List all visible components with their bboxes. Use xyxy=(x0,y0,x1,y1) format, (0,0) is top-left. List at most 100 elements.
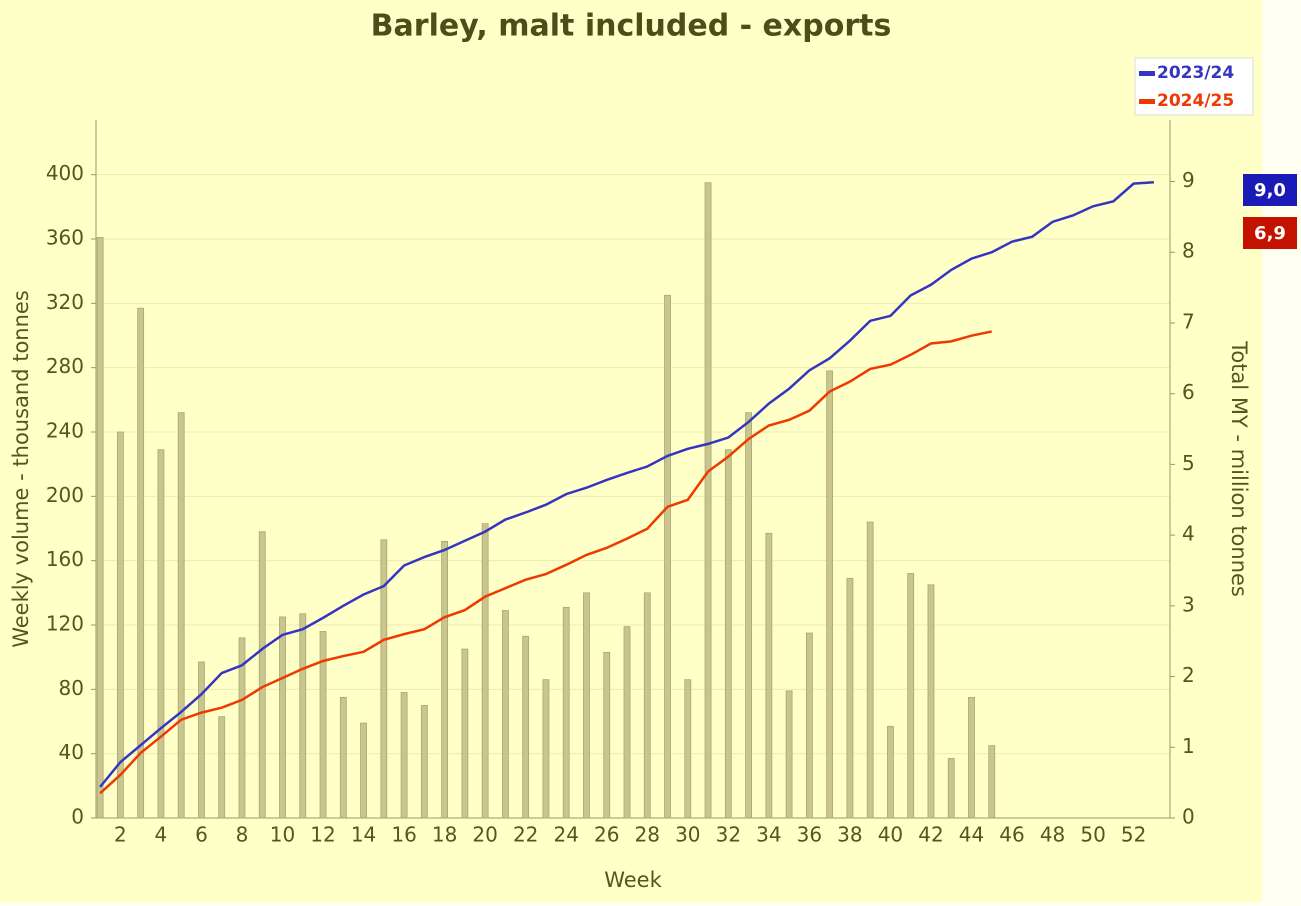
x-tick-label: 38 xyxy=(837,823,862,847)
y-tick-label: 240 xyxy=(46,419,84,443)
x-tick-label: 48 xyxy=(1040,823,1065,847)
legend-label: 2024/25 xyxy=(1157,91,1234,111)
y2-tick-label: 9 xyxy=(1182,168,1195,192)
y-tick-label: 40 xyxy=(59,740,84,764)
bar xyxy=(785,690,793,819)
bar xyxy=(866,521,874,819)
bar xyxy=(927,584,935,819)
bar xyxy=(116,431,124,819)
bar xyxy=(947,758,955,819)
x-tick-label: 4 xyxy=(155,823,168,847)
x-tick-label: 32 xyxy=(716,823,741,847)
bar xyxy=(258,531,266,819)
bar xyxy=(502,610,509,819)
bar xyxy=(846,577,854,819)
x-tick-label: 28 xyxy=(635,823,660,847)
bar xyxy=(643,592,651,819)
bar xyxy=(380,539,388,819)
bar xyxy=(664,294,671,819)
x-tick-label: 36 xyxy=(797,823,822,847)
y2-tick-label: 2 xyxy=(1182,663,1195,687)
y2-tick-label: 6 xyxy=(1182,380,1195,404)
y2-tick-label: 8 xyxy=(1182,239,1195,263)
end-badge xyxy=(1243,174,1297,206)
x-tick-label: 24 xyxy=(553,823,578,847)
bar xyxy=(826,370,834,819)
y-tick-label: 200 xyxy=(46,483,84,507)
line xyxy=(99,330,993,795)
y2-axis-label: Total MY - million tonnes xyxy=(1227,340,1251,597)
chart-title: Barley, malt included - exports xyxy=(371,9,892,44)
y2-tick-label: 1 xyxy=(1182,734,1195,758)
x-axis-label: Week xyxy=(604,868,662,892)
bar xyxy=(400,692,408,819)
x-tick-label: 10 xyxy=(270,823,295,847)
x-tick-label: 2 xyxy=(114,823,127,847)
bar xyxy=(745,412,752,819)
bar xyxy=(319,631,327,819)
bar xyxy=(198,661,205,819)
end-badge xyxy=(1243,217,1297,249)
x-tick-label: 14 xyxy=(351,823,376,847)
line xyxy=(99,180,1154,788)
bar xyxy=(684,679,692,819)
x-tick-label: 20 xyxy=(472,823,497,847)
y-tick-label: 120 xyxy=(46,612,84,636)
x-tick-label: 52 xyxy=(1121,823,1146,847)
legend-label: 2023/24 xyxy=(1157,63,1234,83)
bar xyxy=(177,412,185,819)
y2-tick-label: 4 xyxy=(1182,522,1195,546)
bar xyxy=(765,532,773,819)
x-tick-label: 8 xyxy=(236,823,249,847)
x-tick-label: 44 xyxy=(959,823,984,847)
bar xyxy=(603,651,611,819)
x-tick-label: 40 xyxy=(878,823,903,847)
x-tick-label: 42 xyxy=(918,823,943,847)
bar xyxy=(461,648,469,819)
x-tick-label: 30 xyxy=(675,823,700,847)
bar xyxy=(623,626,631,819)
y2-tick-label: 3 xyxy=(1182,592,1195,616)
x-tick-label: 18 xyxy=(432,823,457,847)
y-tick-label: 0 xyxy=(71,805,84,829)
legend-box xyxy=(1134,57,1254,116)
x-tick-label: 12 xyxy=(310,823,335,847)
bar xyxy=(441,540,449,819)
y-tick-label: 160 xyxy=(46,547,84,571)
x-tick-label: 16 xyxy=(391,823,416,847)
bar xyxy=(988,745,996,819)
x-tick-label: 26 xyxy=(594,823,619,847)
legend-swatch xyxy=(1139,99,1155,104)
bar xyxy=(704,182,712,819)
y-tick-label: 320 xyxy=(46,290,84,314)
bar xyxy=(137,307,145,819)
bar xyxy=(542,679,550,819)
x-tick-label: 34 xyxy=(756,823,781,847)
bar xyxy=(218,716,226,819)
bar xyxy=(583,592,590,819)
bar xyxy=(420,705,428,819)
y-tick-label: 360 xyxy=(46,226,84,250)
bar xyxy=(238,637,246,819)
bar xyxy=(805,632,813,819)
x-tick-label: 50 xyxy=(1080,823,1105,847)
y2-tick-label: 5 xyxy=(1182,451,1195,475)
legend-swatch xyxy=(1139,71,1155,76)
y-tick-label: 400 xyxy=(46,161,84,185)
bar xyxy=(562,606,570,819)
bar xyxy=(299,613,307,819)
bar xyxy=(339,696,347,819)
bar xyxy=(157,449,165,819)
x-tick-label: 6 xyxy=(195,823,208,847)
bar xyxy=(724,449,732,819)
bar xyxy=(968,696,975,819)
end-badge-label: 6,9 xyxy=(1254,223,1286,244)
x-tick-label: 22 xyxy=(513,823,538,847)
end-badge-label: 9,0 xyxy=(1254,180,1286,201)
y2-tick-label: 0 xyxy=(1182,805,1195,829)
bar xyxy=(907,573,915,819)
y-axis-label: Weekly volume - thousand tonnes xyxy=(9,290,33,648)
y-tick-label: 280 xyxy=(46,354,84,378)
y-tick-label: 80 xyxy=(59,676,84,700)
